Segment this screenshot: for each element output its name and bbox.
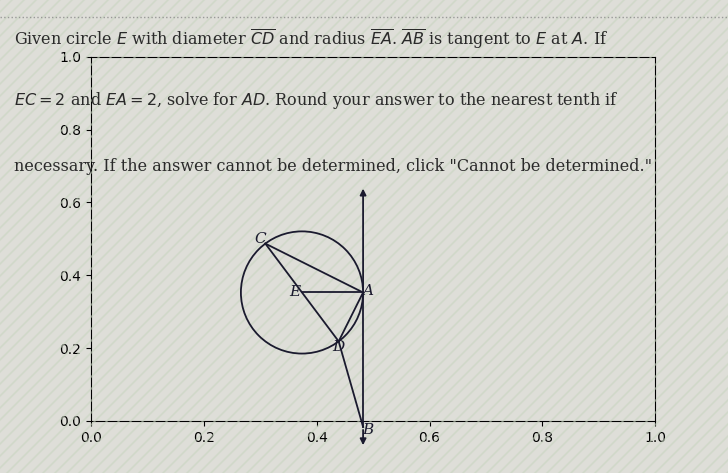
Text: C: C bbox=[254, 232, 266, 246]
Text: B: B bbox=[363, 423, 373, 437]
Text: A: A bbox=[363, 284, 373, 298]
Text: $\mathit{EC}=2$ and $\mathit{EA}=2$, solve for $\mathit{AD}$. Round your answer : $\mathit{EC}=2$ and $\mathit{EA}=2$, sol… bbox=[15, 90, 619, 111]
Text: D: D bbox=[333, 341, 345, 354]
Text: necessary. If the answer cannot be determined, click "Cannot be determined.": necessary. If the answer cannot be deter… bbox=[15, 158, 652, 175]
Text: Given circle $\mathit{E}$ with diameter $\overline{CD}$ and radius $\overline{EA: Given circle $\mathit{E}$ with diameter … bbox=[15, 27, 609, 51]
Text: E: E bbox=[289, 286, 300, 299]
